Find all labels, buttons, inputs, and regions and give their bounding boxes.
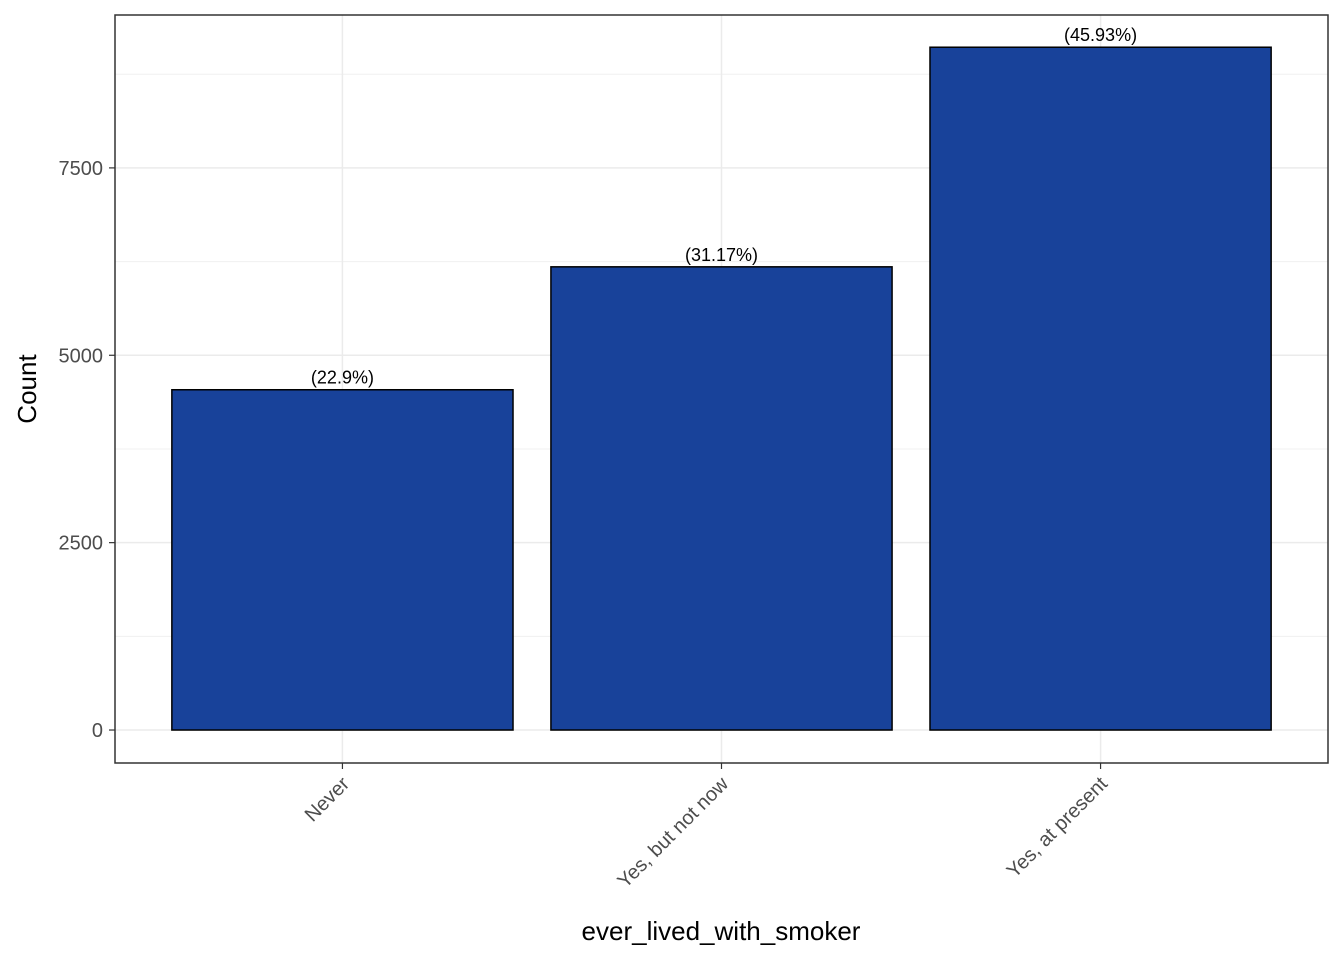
bar-label: (45.93%) xyxy=(1064,25,1137,45)
y-tick-label: 0 xyxy=(92,720,103,742)
y-tick-label: 2500 xyxy=(59,533,104,555)
bar-label: (31.17%) xyxy=(685,245,758,265)
y-tick-label: 5000 xyxy=(59,345,104,367)
bar-label: (22.9%) xyxy=(311,368,374,388)
y-tick-label: 7500 xyxy=(59,158,104,180)
panel-border xyxy=(114,14,1329,764)
x-axis-label: ever_lived_with_smoker xyxy=(582,916,861,946)
bar xyxy=(171,388,514,731)
bar xyxy=(550,266,893,731)
bar xyxy=(929,46,1272,731)
y-axis-label: Count xyxy=(12,354,42,424)
